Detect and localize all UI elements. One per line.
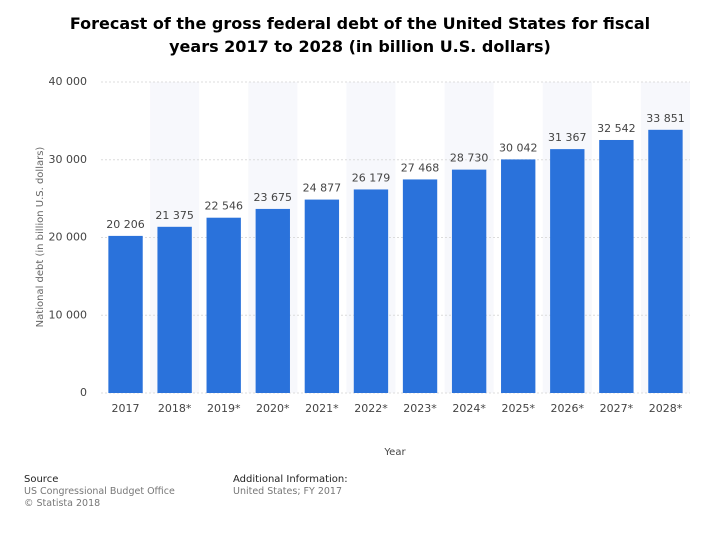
x-tick-label: 2028* (649, 402, 683, 415)
x-tick-label: 2026* (551, 402, 585, 415)
y-tick-label: 10 000 (49, 308, 88, 321)
x-axis-label: Year (383, 447, 406, 458)
value-label: 32 542 (597, 122, 636, 135)
bar (550, 149, 585, 393)
source-heading: Source (24, 474, 59, 485)
y-tick-label: 30 000 (49, 153, 88, 166)
value-label: 24 877 (303, 182, 342, 195)
bar (451, 169, 487, 393)
bar (599, 139, 634, 393)
y-tick-label: 20 000 (49, 231, 88, 244)
source-text: US Congressional Budget Office (24, 486, 175, 497)
value-label: 28 730 (450, 152, 489, 165)
x-tick-label: 2019* (207, 402, 241, 415)
value-label: 33 851 (646, 112, 685, 125)
chart-title: Forecast of the gross federal debt of th… (69, 14, 651, 56)
bar (648, 129, 683, 393)
x-tick-label: 2018* (158, 402, 192, 415)
value-label: 27 468 (401, 161, 440, 174)
info-text: United States; FY 2017 (233, 486, 343, 497)
x-tick-label: 2020* (256, 402, 290, 415)
y-tick-label: 40 000 (49, 75, 88, 88)
x-tick-label: 2024* (452, 402, 486, 415)
value-label: 20 206 (106, 218, 145, 231)
bar (402, 179, 438, 393)
x-tick-label: 2017 (112, 402, 140, 415)
x-tick-label: 2027* (600, 402, 634, 415)
value-label: 21 375 (155, 209, 194, 222)
value-label: 23 675 (254, 191, 293, 204)
bar (206, 217, 241, 393)
bar (108, 235, 143, 393)
x-tick-label: 2021* (305, 402, 339, 415)
bar (304, 199, 340, 393)
value-label: 30 042 (499, 141, 538, 154)
value-label: 31 367 (548, 131, 587, 144)
copyright: © Statista 2018 (24, 498, 101, 509)
bar (501, 159, 536, 393)
info-block: Additional Information: United States; F… (233, 474, 348, 498)
x-tick-label: 2025* (501, 402, 535, 415)
info-heading: Additional Information: (233, 474, 348, 485)
value-label: 22 546 (204, 200, 243, 213)
bar (353, 189, 389, 393)
y-tick-label: 0 (80, 386, 87, 399)
source-block: Source US Congressional Budget Office © … (24, 474, 175, 510)
value-label: 26 179 (352, 171, 391, 184)
x-tick-label: 2023* (403, 402, 437, 415)
bar (255, 208, 290, 393)
y-axis-label: National debt (in billion U.S. dollars) (35, 147, 46, 328)
x-tick-label: 2022* (354, 402, 388, 415)
bar (157, 226, 192, 393)
